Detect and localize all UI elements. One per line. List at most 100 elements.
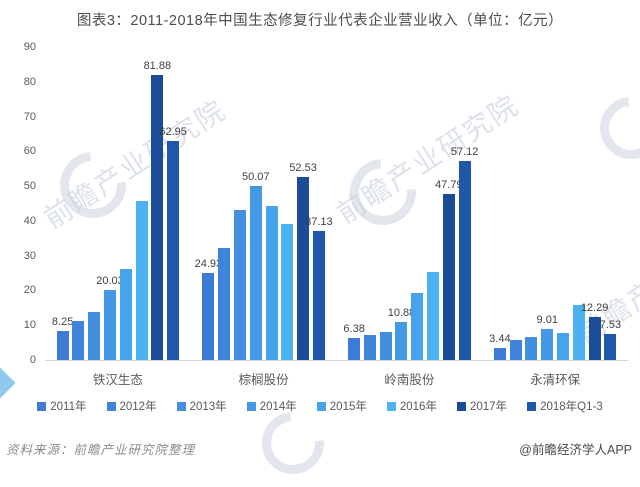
value-label: 3.44 <box>489 333 511 346</box>
bar-2012年-铁汉生态 <box>72 320 85 360</box>
bar-slot: 8.25 <box>52 47 73 360</box>
bar-slot <box>88 47 101 360</box>
category-label-1: 棕榈股份 <box>238 373 289 387</box>
bar-2011年-永清环保 <box>493 348 506 360</box>
bar-slot: 12.29 <box>581 47 608 360</box>
legend-label: 2018年Q1-3 <box>540 401 603 413</box>
bar-slot: 3.44 <box>489 47 511 360</box>
y-axis-tick-label: 50 <box>23 180 36 193</box>
bar-slot: 10.88 <box>388 47 415 360</box>
legend-swatch <box>246 401 256 411</box>
bar-2013年-棕榈股份 <box>233 210 246 360</box>
value-label: 24.93 <box>194 258 223 271</box>
y-axis-tick-label: 70 <box>23 110 36 123</box>
bar-2014年-永清环保 <box>541 328 554 360</box>
bar-slot <box>135 47 148 360</box>
bar-slot: 52.53 <box>289 47 317 360</box>
bar-2016年-铁汉生态 <box>135 201 148 360</box>
bar-slot: 57.12 <box>451 47 478 360</box>
y-axis-tick-label: 60 <box>23 145 36 158</box>
legend-swatch <box>527 401 537 411</box>
bar-2011年-棕榈股份 <box>202 273 215 360</box>
legend-label: 2014年 <box>259 401 297 413</box>
bar-2018年Q1-3-岭南股份 <box>458 161 471 360</box>
bar-2016年-棕榈股份 <box>281 223 294 360</box>
bar-2012年-岭南股份 <box>363 334 376 360</box>
value-label: 47.79 <box>435 178 463 191</box>
value-label: 57.12 <box>450 146 479 159</box>
bar-2015年-棕榈股份 <box>265 206 278 360</box>
legend-item-2012年: 2012年 <box>106 398 157 414</box>
bar-2012年-永清环保 <box>509 339 522 360</box>
value-label: 10.88 <box>387 307 416 320</box>
bar-2015年-岭南股份 <box>411 293 424 360</box>
bar-2016年-永清环保 <box>572 305 585 360</box>
y-axis-tick-label: 20 <box>23 284 36 297</box>
bar-2011年-铁汉生态 <box>56 331 69 360</box>
bar-2014年-岭南股份 <box>395 322 408 360</box>
bar-2017年-岭南股份 <box>442 193 455 360</box>
bar-slot: 47.79 <box>435 47 463 360</box>
bar-2015年-铁汉生态 <box>119 268 132 360</box>
bar-slot <box>379 47 392 360</box>
bar-slot <box>525 47 538 360</box>
value-label: 50.07 <box>241 170 270 183</box>
bar-cluster: 8.25 20.03 81.88 62.95 <box>45 47 191 360</box>
bar-slot <box>119 47 132 360</box>
value-label: 20.03 <box>96 275 124 288</box>
watermark-credit: @前瞻经济学人APP <box>519 443 632 457</box>
value-label: 6.38 <box>343 322 365 335</box>
legend-swatch <box>176 401 186 411</box>
bar-slot <box>233 47 246 360</box>
legend-label: 2012年 <box>119 401 157 413</box>
legend-item-2016年: 2016年 <box>386 398 437 414</box>
bar-slot <box>509 47 522 360</box>
y-axis-tick-label: 30 <box>23 249 36 262</box>
bar-slot <box>218 47 231 360</box>
y-axis-tick-label: 0 <box>29 354 36 366</box>
bar-slot: 20.03 <box>96 47 124 360</box>
y-axis: 0 10 20 30 40 50 60 70 80 90 <box>0 41 36 366</box>
bar-2017年-铁汉生态 <box>151 75 164 360</box>
bar-2013年-永清环保 <box>525 336 538 360</box>
bar-2018年Q1-3-永清环保 <box>604 333 617 360</box>
watermark-corner-fragment <box>0 367 16 399</box>
bar-slot: 6.38 <box>343 47 365 360</box>
bar-cluster: 24.93 50.07 52.53 37.13 <box>191 47 337 360</box>
bar-group-0: 8.25 20.03 81.88 62.95 铁汉生态 <box>45 47 191 387</box>
legend: 2011年 2012年 2013年 2014年 2015年 2016年 2017年 2018年… <box>0 398 640 414</box>
legend-label: 2016年 <box>399 401 437 413</box>
plot-area: 前瞻产业研究院 前瞻产业研究院 前瞻产业研究院 8.25 20.03 81.88 62… <box>38 47 640 387</box>
value-label: 52.53 <box>289 162 317 175</box>
bar-slot: 81.88 <box>144 47 171 360</box>
legend-item-2011年: 2011年 <box>37 398 87 414</box>
y-axis-tick-label: 10 <box>23 319 36 332</box>
legend-item-2017年: 2017年 <box>456 398 507 414</box>
bar-group-3: 3.44 9.01 12.29 7.53 永清环保 <box>482 47 628 387</box>
y-axis-tick-label: 80 <box>23 75 36 88</box>
bar-cluster: 6.38 10.88 47.79 57.12 <box>337 47 483 360</box>
bar-slot <box>557 47 570 360</box>
bar-slot <box>363 47 376 360</box>
bar-slot <box>281 47 294 360</box>
source-note: 资料来源：前瞻产业研究院整理 <box>6 443 196 457</box>
value-label: 62.95 <box>159 126 187 139</box>
legend-item-2013年: 2013年 <box>176 398 227 414</box>
value-label: 8.25 <box>51 316 74 329</box>
bar-2011年-岭南股份 <box>348 337 361 360</box>
bar-2017年-永清环保 <box>588 317 601 360</box>
bar-group-2: 6.38 10.88 47.79 57.12 岭南股份 <box>337 47 483 387</box>
y-axis-tick-label: 40 <box>23 214 36 227</box>
value-label: 37.13 <box>305 215 333 228</box>
bar-2018年Q1-3-铁汉生态 <box>167 141 180 360</box>
y-axis-tick-label: 90 <box>23 41 36 53</box>
legend-label: 2013年 <box>189 401 227 413</box>
bar-slot <box>572 47 585 360</box>
bar-slot: 7.53 <box>600 47 621 360</box>
legend-swatch <box>316 401 326 411</box>
value-label: 9.01 <box>536 313 558 326</box>
legend-swatch <box>106 401 116 411</box>
legend-label: 2011年 <box>50 401 87 413</box>
bar-2012年-棕榈股份 <box>218 247 231 360</box>
bar-cluster: 3.44 9.01 12.29 7.53 <box>482 47 628 360</box>
